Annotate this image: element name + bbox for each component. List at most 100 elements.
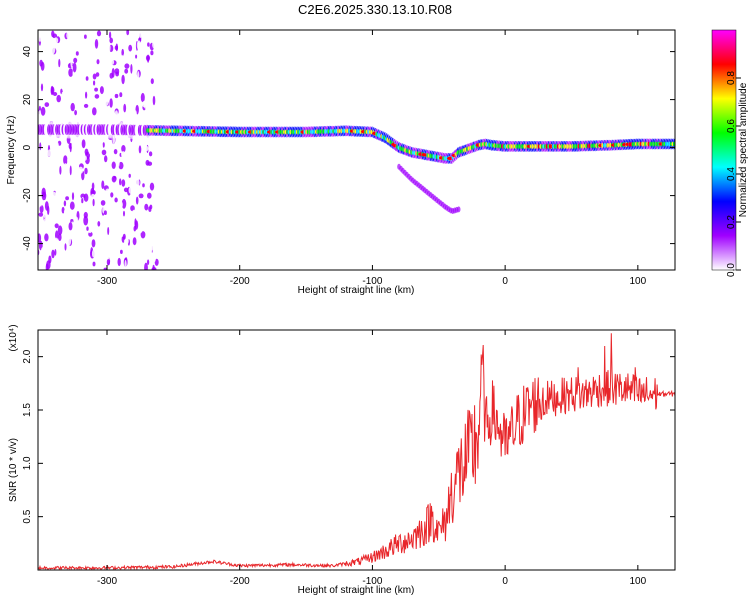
- spectrogram-noise-cell: [198, 200, 202, 211]
- snr-background: [38, 330, 675, 570]
- spectrogram-noise-cell: [215, 203, 219, 212]
- spectrogram-noise-cell: [226, 225, 231, 235]
- spectrogram-noise-cell: [251, 63, 257, 70]
- spectrogram-noise-cell: [144, 172, 149, 182]
- spectrogram-noise-cell: [52, 161, 56, 166]
- spectrogram-noise-cell: [166, 36, 171, 46]
- spectrogram-noise-cell: [118, 117, 121, 122]
- spectrogram-noise-cell: [85, 91, 88, 99]
- spectrogram-noise-cell: [231, 220, 235, 227]
- spectrogram-noise-cell: [125, 116, 129, 122]
- spectrogram-noise-cell: [208, 32, 212, 40]
- spectrogram-noise-cell: [88, 144, 93, 155]
- spectrogram-noise-cell: [142, 44, 146, 53]
- spectrogram-noise-cell: [345, 61, 349, 69]
- spectrogram-noise-cell: [591, 239, 596, 245]
- spectrogram-noise-cell: [131, 209, 136, 219]
- spectrogram-noise-cell: [213, 64, 217, 73]
- spectrogram-noise-cell: [58, 233, 62, 241]
- spectrogram-noise-cell: [117, 157, 120, 167]
- spectrogram-noise-cell: [127, 79, 130, 86]
- spectrogram-noise-cell: [121, 145, 126, 153]
- snr-x-label: Height of straight line (km): [298, 585, 415, 596]
- spectrogram-noise-cell: [76, 30, 80, 40]
- spectrogram-noise-cell: [48, 94, 54, 102]
- spectrogram-noise-cell: [61, 91, 64, 101]
- spectrogram-noise-cell: [298, 148, 302, 157]
- spectrogram-noise-cell: [75, 82, 80, 93]
- spectrogram-noise-cell: [119, 104, 123, 111]
- spectrogram-noise-cell: [50, 44, 56, 55]
- spectrogram-noise-cell: [81, 235, 84, 243]
- spectrogram-noise-cell: [282, 177, 286, 183]
- spectrogram-noise-cell: [279, 220, 283, 231]
- spectrogram-noise-cell: [184, 92, 189, 102]
- spectrogram-noise-cell: [140, 223, 143, 233]
- spectrogram-noise-cell: [97, 221, 101, 227]
- spectrogram-noise-cell: [182, 169, 186, 180]
- spectrogram-noise-cell: [119, 67, 122, 73]
- spectrogram-noise-cell: [194, 205, 198, 210]
- spectrogram-noise-cell: [285, 96, 290, 101]
- spectrogram-noise-cell: [113, 30, 118, 36]
- spectrogram-noise-cell: [39, 59, 43, 67]
- spectrogram-noise-cell: [65, 52, 70, 57]
- spectrogram-noise-cell: [121, 48, 124, 57]
- snr-x-tick-label: 0: [502, 576, 508, 587]
- spectrogram-noise-cell: [55, 197, 58, 204]
- spectrogram-noise-cell: [638, 160, 642, 168]
- spectrogram-noise-cell: [175, 214, 181, 220]
- spectrogram-noise-cell: [172, 60, 176, 69]
- spectrogram-noise-cell: [83, 201, 89, 207]
- spectrogram-noise-cell: [70, 58, 73, 68]
- spectrogram-noise-cell: [61, 206, 65, 214]
- spectrogram-noise-cell: [43, 250, 46, 257]
- spectrogram-noise-cell: [142, 82, 147, 91]
- spectrogram-noise-cell: [60, 37, 63, 43]
- spectrogram-noise-cell: [52, 92, 58, 96]
- spectrogram-noise-cell: [272, 222, 276, 229]
- spectrogram-noise-cell: [224, 35, 227, 46]
- spectrogram-noise-cell: [119, 92, 123, 98]
- spectrogram-noise-cell: [81, 67, 85, 75]
- spectrogram-noise-cell: [155, 76, 158, 86]
- spectrogram-noise-cell: [177, 158, 182, 167]
- spectrogram-noise-cell: [108, 178, 112, 185]
- colorbar-ticks: 0.0 0.2 0.4 0.6 0.8: [726, 71, 741, 277]
- spectrogram-noise-cell: [134, 218, 137, 228]
- spectrogram-noise-cell: [111, 161, 116, 169]
- spectrogram-noise-cell: [44, 145, 48, 154]
- snr-y-axis: 0.5 1.0 1.5 2.0: [22, 349, 675, 524]
- spectrogram-noise-cell: [69, 201, 75, 210]
- spectrogram-noise-cell: [209, 140, 214, 151]
- spectrogram-noise-cell: [109, 98, 113, 108]
- spectrogram-noise-cell: [85, 76, 89, 81]
- spectrogram-noise-cell: [43, 217, 48, 225]
- spectrogram-noise-cell: [69, 165, 72, 176]
- spectrogram-noise-cell: [298, 139, 302, 149]
- spectrogram-noise-cell: [51, 30, 55, 38]
- spectrogram-noise-cell: [38, 233, 42, 243]
- spectrogram-noise-cell: [132, 58, 137, 67]
- spectrogram-noise-cell: [149, 216, 153, 223]
- spectrogram-noise-cell: [54, 249, 57, 256]
- spectrogram-noise-cell: [62, 221, 68, 230]
- spectrogram-noise-cell: [64, 45, 69, 53]
- spectrogram-noise-cell: [223, 114, 229, 123]
- spectrogram-noise-cell: [91, 182, 95, 190]
- spectrogram-noise-cell: [38, 174, 41, 179]
- spectrogram-noise-cell: [227, 169, 233, 178]
- spectrogram-noise-cell: [39, 261, 43, 270]
- spectrogram-noise-cell: [137, 71, 140, 80]
- spectrogram-noise-cell: [95, 241, 100, 248]
- spectrogram-noise-cell: [123, 103, 127, 113]
- spectrogram-noise-cell: [258, 94, 263, 104]
- spectrogram-noise-cell: [470, 260, 474, 270]
- spectrogram-noise-cell: [55, 254, 59, 262]
- spectrogram-noise-cell: [235, 154, 238, 163]
- spectrogram-noise-cell: [43, 213, 47, 219]
- spectrogram-noise-cell: [150, 244, 154, 251]
- spectrogram-noise-cell: [247, 164, 251, 173]
- spectrogram-noise-cell: [63, 200, 67, 207]
